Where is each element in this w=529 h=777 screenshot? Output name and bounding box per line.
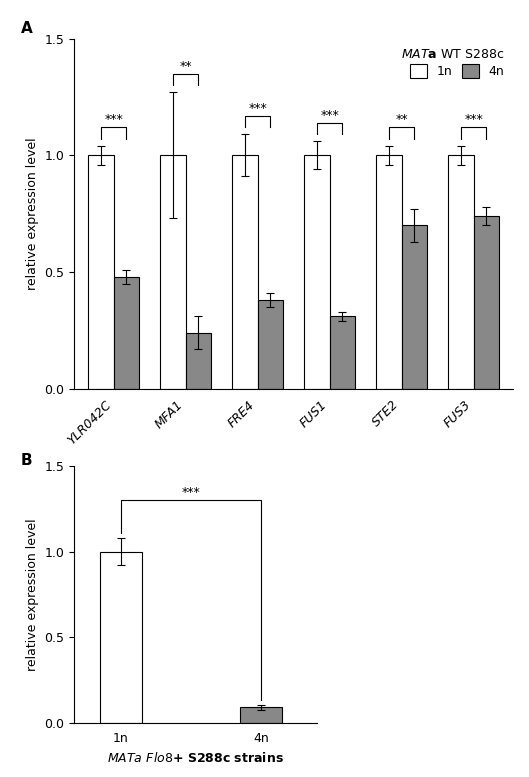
Text: **: **: [395, 113, 408, 127]
Bar: [473, 216, 499, 388]
Y-axis label: relative expression level: relative expression level: [26, 518, 39, 671]
Bar: [258, 300, 283, 388]
Bar: [402, 225, 427, 388]
Text: **: **: [179, 60, 192, 73]
Y-axis label: relative expression level: relative expression level: [26, 138, 39, 290]
Bar: [376, 155, 402, 388]
Bar: [186, 333, 211, 388]
Bar: [240, 707, 282, 723]
Text: A: A: [21, 22, 33, 37]
Bar: [330, 316, 355, 388]
Bar: [160, 155, 186, 388]
Bar: [114, 277, 139, 388]
Text: ***: ***: [181, 486, 200, 499]
Bar: [88, 155, 114, 388]
Text: ***: ***: [248, 102, 267, 115]
Bar: [232, 155, 258, 388]
Legend: 1n, 4n: 1n, 4n: [398, 45, 507, 81]
Text: ***: ***: [464, 113, 483, 127]
Text: B: B: [21, 453, 32, 469]
Text: ***: ***: [320, 109, 339, 122]
Bar: [100, 552, 142, 723]
Bar: [304, 155, 330, 388]
X-axis label: $\mathit{MAT}$​$\mathit{a}$ $\mathit{Flo8}$+ S288c strains: $\mathit{MAT}$​$\mathit{a}$ $\mathit{Flo…: [107, 751, 284, 765]
Bar: [449, 155, 473, 388]
Text: ***: ***: [104, 113, 123, 127]
